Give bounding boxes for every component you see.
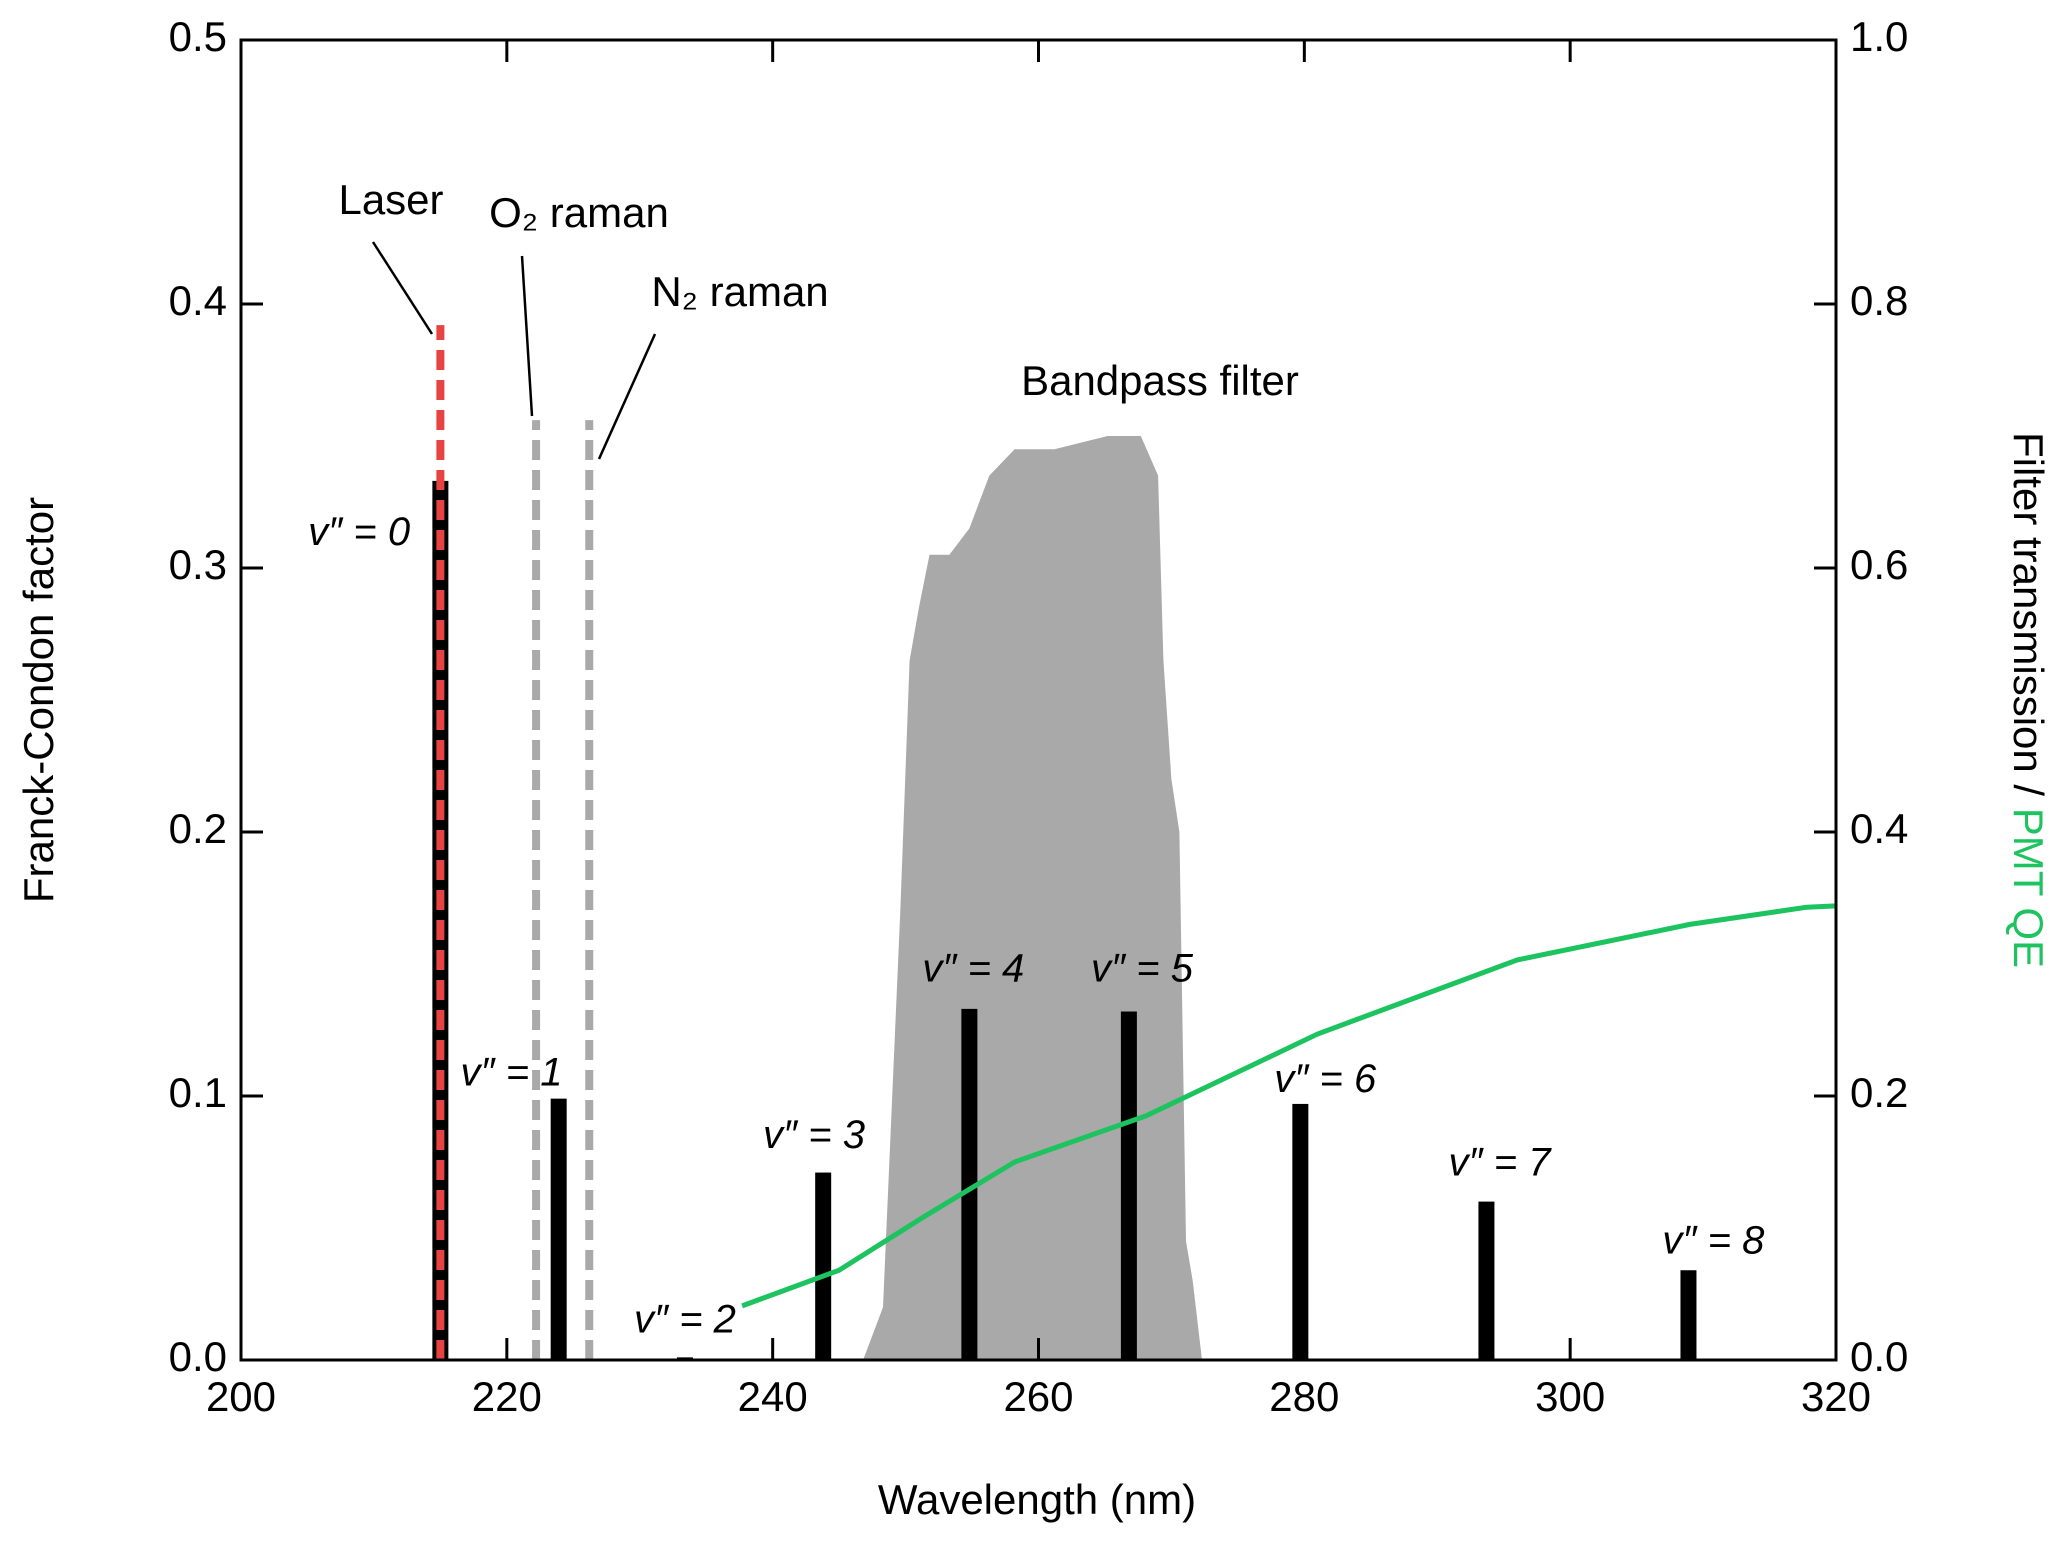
y-tick-label: 0.0 [169,1333,227,1380]
x-tick-label: 200 [206,1373,276,1420]
bar [1478,1201,1495,1360]
y2-tick-label: 0.6 [1850,541,1908,588]
x-tick-label: 280 [1269,1373,1339,1420]
bar-label: v″ = 7 [1449,1140,1553,1184]
x-tick-label: 320 [1801,1373,1871,1420]
bar [961,1008,978,1360]
bar [1120,1011,1137,1360]
y-axis-label: Franck-Condon factor [15,497,62,903]
bar-label: v″ = 0 [308,510,410,554]
y-tick-label: 0.3 [169,541,227,588]
bar-label: v″ = 1 [461,1051,563,1095]
leader-line [371,241,434,335]
qe-line [741,903,1837,1309]
filter-area [863,436,1202,1360]
x-tick-label: 220 [472,1373,542,1420]
y-tick-label: 0.2 [169,805,227,852]
bar [815,1172,832,1360]
bar [1292,1103,1309,1360]
bar-label: v″ = 2 [634,1298,736,1342]
y2-tick-label: 0.0 [1850,1333,1908,1380]
line-label: N₂ raman [651,268,828,315]
y-tick-label: 0.1 [169,1069,227,1116]
y2-tick-label: 0.2 [1850,1069,1908,1116]
leader-line [597,333,657,460]
bar [1680,1270,1697,1360]
x-tick-label: 240 [738,1373,808,1420]
leader-line [520,255,534,417]
bar-label: v″ = 8 [1662,1218,1765,1262]
bar [550,1098,567,1360]
bar-label: v″ = 5 [1091,946,1194,990]
bar-label: v″ = 6 [1274,1057,1377,1101]
y2-axis-label-main: Filter transmission / [2005,432,2052,808]
y2-axis-label-highlight: PMT QE [2005,808,2052,968]
bar-label: v″ = 4 [922,946,1024,990]
y-tick-label: 0.4 [169,277,227,324]
y-tick-label: 0.5 [169,13,227,60]
line-label: O₂ raman [489,189,669,236]
x-axis-label: Wavelength (nm) [878,1476,1196,1523]
x-tick-label: 300 [1535,1373,1605,1420]
x-tick-label: 260 [1003,1373,1073,1420]
y2-axis-label: Filter transmission / PMT QE [2005,432,2052,968]
y2-tick-label: 0.8 [1850,277,1908,324]
line-label: Laser [338,176,443,223]
filter-label: Bandpass filter [1021,357,1299,404]
bar-label: v″ = 3 [763,1113,865,1157]
y2-tick-label: 1.0 [1850,13,1908,60]
y2-tick-label: 0.4 [1850,805,1908,852]
